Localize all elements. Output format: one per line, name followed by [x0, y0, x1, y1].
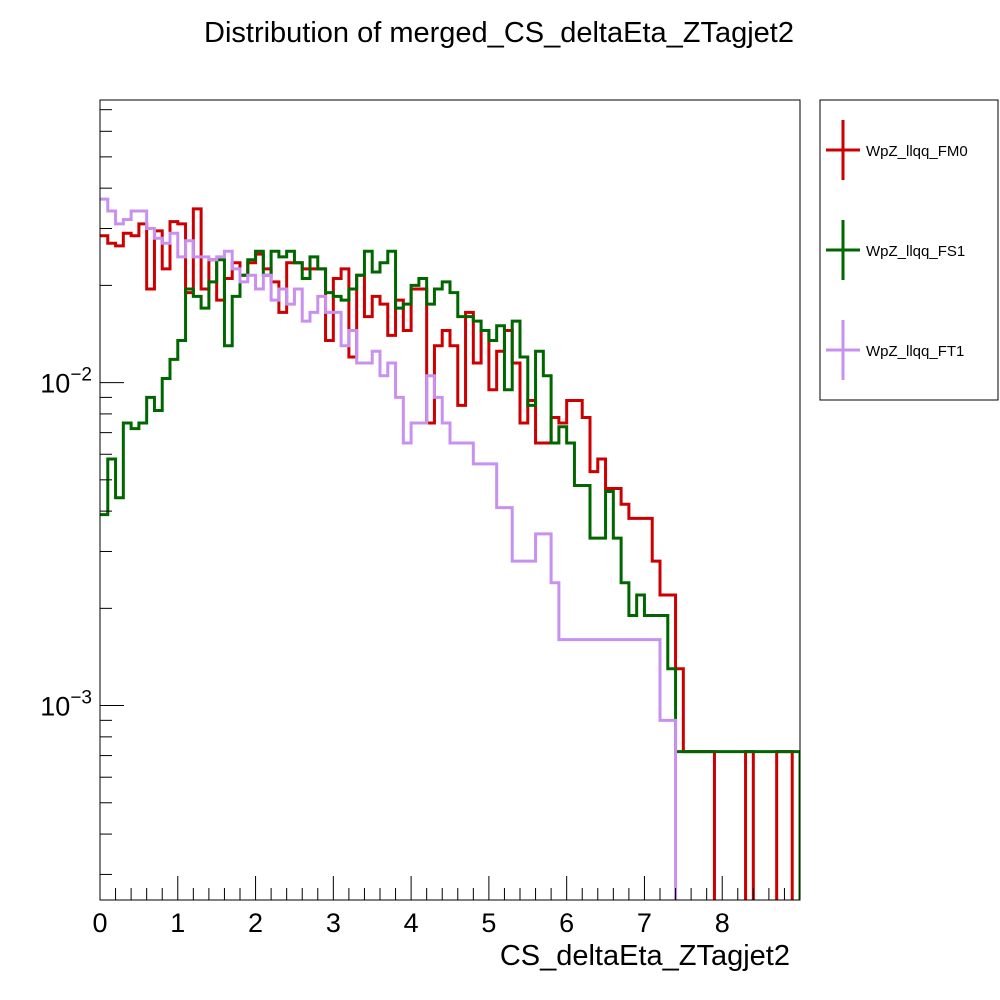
x-tick-label: 0: [92, 908, 107, 938]
x-tick-label: 4: [404, 908, 419, 938]
x-tick-label: 1: [170, 908, 185, 938]
chart-title: Distribution of merged_CS_deltaEta_ZTagj…: [204, 17, 794, 49]
legend-label: WpZ_llqq_FM0: [866, 143, 968, 160]
series-line-2: [100, 197, 678, 900]
legend-item: WpZ_llqq_FS1: [826, 220, 965, 280]
legend-item: WpZ_llqq_FT1: [826, 320, 964, 380]
x-tick-label: 5: [481, 908, 496, 938]
x-tick-label: 3: [326, 908, 341, 938]
axes: 0 1 2 3 4 5 6 7 8 10−2 10−3: [40, 99, 801, 938]
plot-area: [100, 197, 800, 900]
x-tick-label: 2: [248, 908, 263, 938]
series-line-1: [100, 249, 800, 900]
x-axis-title: CS_deltaEta_ZTagjet2: [500, 940, 790, 972]
legend-label: WpZ_llqq_FS1: [866, 243, 965, 260]
x-tick-label: 8: [715, 908, 730, 938]
series-line-0: [100, 207, 794, 900]
legend-item: WpZ_llqq_FM0: [826, 120, 968, 180]
x-tick-label: 6: [559, 908, 574, 938]
legend: WpZ_llqq_FM0 WpZ_llqq_FS1 WpZ_llqq_FT1: [819, 99, 999, 401]
legend-label: WpZ_llqq_FT1: [866, 343, 964, 360]
y-tick-label: 10−3: [40, 688, 92, 722]
y-tick-label: 10−2: [40, 365, 92, 399]
plot-frame: [99, 99, 801, 901]
x-tick-label: 7: [637, 908, 652, 938]
